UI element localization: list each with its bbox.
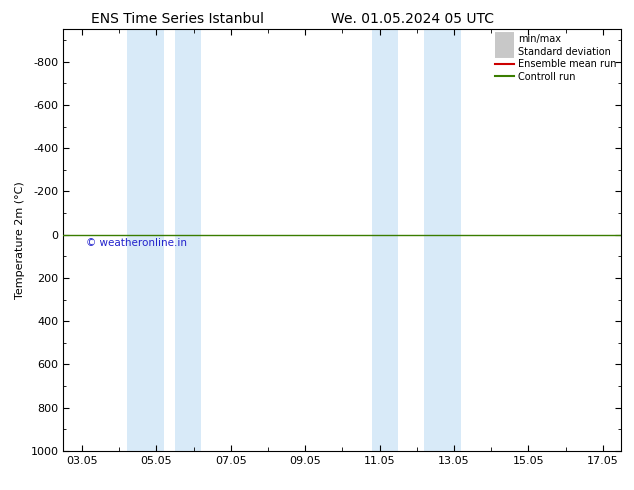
Bar: [372, 29, 398, 451]
Bar: [175, 29, 201, 451]
Text: © weatheronline.in: © weatheronline.in: [86, 238, 187, 248]
Text: We. 01.05.2024 05 UTC: We. 01.05.2024 05 UTC: [330, 12, 494, 26]
Bar: [424, 29, 462, 451]
Y-axis label: Temperature 2m (°C): Temperature 2m (°C): [15, 181, 25, 299]
Bar: [127, 29, 164, 451]
Text: ENS Time Series Istanbul: ENS Time Series Istanbul: [91, 12, 264, 26]
Legend: min/max, Standard deviation, Ensemble mean run, Controll run: min/max, Standard deviation, Ensemble me…: [493, 32, 618, 83]
